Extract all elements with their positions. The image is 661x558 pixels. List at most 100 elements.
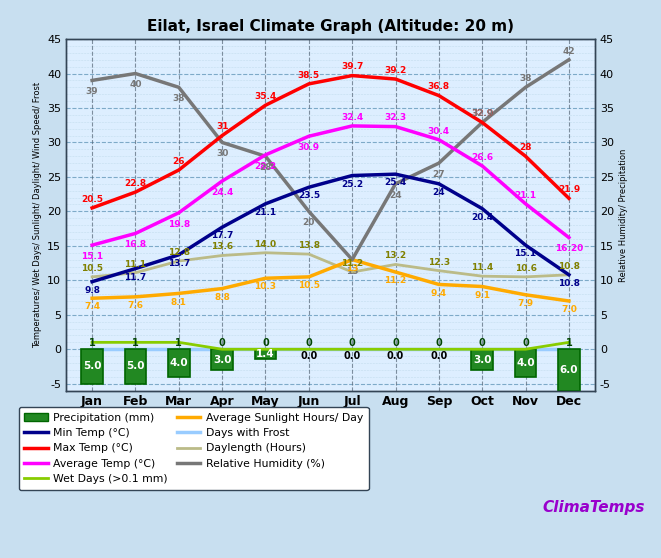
Text: 4.0: 4.0 [169,358,188,368]
Text: 6.0: 6.0 [560,365,578,375]
Y-axis label: Temperatures/ Wet Days/ Sunlight/ Daylight/ Wind Speed/ Frost: Temperatures/ Wet Days/ Sunlight/ Daylig… [32,82,42,348]
Text: 13: 13 [346,264,358,273]
Text: 26.6: 26.6 [471,153,493,162]
Bar [471,349,493,370]
Text: 7.0: 7.0 [561,305,577,314]
Text: 13.8: 13.8 [297,241,320,250]
Text: 28: 28 [259,163,272,172]
Text: 1.4: 1.4 [256,349,275,359]
Text: 14.0: 14.0 [254,239,276,249]
Text: 30.4: 30.4 [428,127,450,136]
Y-axis label: Relative Humidity/ Precipitation: Relative Humidity/ Precipitation [619,148,629,282]
Text: 20.5: 20.5 [81,195,103,204]
Text: 20.4: 20.4 [471,213,493,222]
Text: 40: 40 [129,80,141,89]
Text: 20: 20 [303,218,315,227]
Bar [125,349,146,384]
Bar [558,349,580,391]
Text: 0: 0 [349,338,356,348]
Text: 32.3: 32.3 [385,113,407,122]
Text: 0: 0 [479,338,486,348]
Text: 30.9: 30.9 [297,143,320,152]
Text: 0.0: 0.0 [344,352,361,362]
Text: 9.1: 9.1 [474,291,490,300]
Text: 36.8: 36.8 [428,83,450,92]
Text: 11.4: 11.4 [471,263,493,272]
Text: 0: 0 [436,338,442,348]
Text: 32.9: 32.9 [471,109,493,118]
Text: 16.20: 16.20 [555,244,583,253]
Text: 11.2: 11.2 [385,276,407,285]
Text: 12.8: 12.8 [168,248,190,257]
Text: 3.0: 3.0 [213,354,231,364]
Text: 31: 31 [216,122,229,132]
Text: 0.0: 0.0 [387,352,404,362]
Text: 10.5: 10.5 [298,281,320,290]
Text: 0.0: 0.0 [430,352,447,362]
Bar [212,349,233,370]
Text: 0: 0 [522,338,529,348]
Text: 8.8: 8.8 [214,293,230,302]
Text: 27: 27 [432,170,445,179]
Text: 11.2: 11.2 [341,259,364,268]
Text: 10.5: 10.5 [81,264,103,273]
Text: 13.7: 13.7 [168,259,190,268]
Legend: Precipitation (mm), Min Temp (°C), Max Temp (°C), Average Temp (°C), Wet Days (>: Precipitation (mm), Min Temp (°C), Max T… [19,407,369,490]
Text: 25.4: 25.4 [385,179,407,187]
Text: 7.9: 7.9 [518,299,533,308]
Text: 13: 13 [346,267,358,276]
Text: 15.1: 15.1 [81,252,103,261]
Text: 24: 24 [389,191,402,200]
Text: 38: 38 [520,74,532,83]
Text: 1: 1 [175,338,182,348]
Text: 38.5: 38.5 [297,71,320,80]
Text: 24.4: 24.4 [211,188,233,197]
Text: 21.1: 21.1 [254,208,276,217]
Text: 0: 0 [392,338,399,348]
Text: 13.2: 13.2 [385,251,407,261]
Text: 1: 1 [132,338,139,348]
Bar [168,349,190,377]
Text: 32.4: 32.4 [341,113,364,122]
Text: 30: 30 [216,150,228,158]
Text: 21.1: 21.1 [514,191,537,200]
Text: 39.2: 39.2 [385,66,407,75]
Text: 11.1: 11.1 [124,259,147,268]
Text: 23.5: 23.5 [297,191,320,200]
Text: 12.3: 12.3 [428,258,450,267]
Text: 9.8: 9.8 [84,286,100,295]
Text: 3.0: 3.0 [473,354,492,364]
Text: 9.4: 9.4 [431,288,447,297]
Text: 5.0: 5.0 [126,362,145,372]
Text: 10.8: 10.8 [558,279,580,288]
Text: 1: 1 [566,338,572,348]
Text: 13.6: 13.6 [211,242,233,251]
Bar [81,349,103,384]
Text: 7.4: 7.4 [84,302,100,311]
Text: 24: 24 [432,188,445,197]
Text: 35.4: 35.4 [254,92,276,101]
Text: 39.7: 39.7 [341,62,364,71]
Text: 4.0: 4.0 [516,358,535,368]
Text: 16.8: 16.8 [124,240,147,249]
Text: 8.1: 8.1 [171,297,187,306]
Text: 7.6: 7.6 [128,301,143,310]
Text: 26: 26 [173,157,185,166]
Text: 0: 0 [219,338,225,348]
Text: 10.8: 10.8 [558,262,580,271]
Text: 5.0: 5.0 [83,362,101,372]
Text: 11.7: 11.7 [124,273,147,282]
Bar [254,349,276,359]
Text: 38: 38 [173,94,185,103]
Text: ClimaTemps: ClimaTemps [542,501,644,515]
Text: 10.6: 10.6 [514,264,537,273]
Text: 17.7: 17.7 [211,232,233,240]
Text: 32.9: 32.9 [471,109,493,118]
Text: 0: 0 [262,338,269,348]
Text: 28.2: 28.2 [254,162,276,171]
Text: 1: 1 [89,338,95,348]
Title: Eilat, Israel Climate Graph (Altitude: 20 m): Eilat, Israel Climate Graph (Altitude: 2… [147,19,514,33]
Text: 28: 28 [520,143,532,152]
Text: 42: 42 [563,47,575,56]
Text: 21.9: 21.9 [558,185,580,194]
